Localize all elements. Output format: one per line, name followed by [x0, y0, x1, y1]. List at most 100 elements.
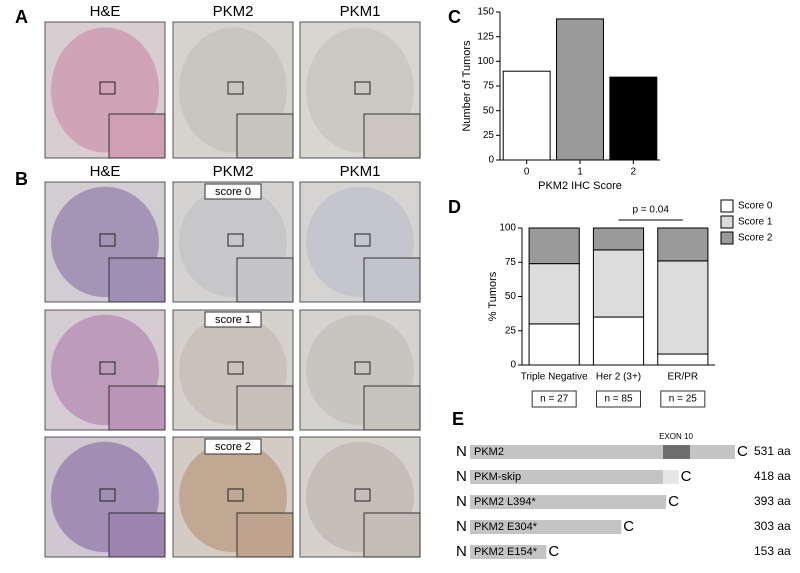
protein-length: 393 aa	[754, 494, 791, 508]
score-label: score 1	[215, 314, 251, 326]
x-tick-label: 2	[631, 167, 637, 178]
bar-segment	[592, 316, 645, 366]
y-tick-label: 100	[499, 223, 516, 234]
inset	[363, 385, 421, 431]
x-axis-label: PKM2 IHC Score	[538, 180, 622, 192]
c-terminus: C	[548, 543, 559, 560]
y-axis-label: Number of Tumors	[461, 40, 473, 132]
zoom-box	[99, 488, 116, 502]
n-box	[596, 390, 641, 408]
inset	[236, 257, 294, 303]
panel-label: C	[448, 7, 461, 27]
score-label: score 0	[215, 186, 251, 198]
column-header: PKM1	[340, 3, 381, 20]
protein-name: PKM2	[474, 446, 504, 458]
protein-bar	[470, 545, 547, 559]
c-terminus: C	[681, 468, 692, 485]
protein-length: 153 aa	[754, 544, 791, 558]
score-box	[204, 311, 262, 328]
significance-label: p = 0.04	[632, 205, 669, 216]
score-box	[204, 183, 262, 200]
y-tick-label: 100	[477, 56, 494, 67]
sample-size: n = 27	[540, 394, 569, 405]
inset	[108, 257, 166, 303]
x-tick-label: 0	[524, 167, 530, 178]
y-tick-label: 75	[483, 81, 495, 92]
legend-label: Score 0	[738, 201, 773, 212]
zoom-box	[354, 488, 371, 502]
n-terminus: N	[456, 443, 467, 460]
score-box	[204, 438, 262, 455]
zoom-box	[227, 81, 244, 95]
zoom-box	[227, 488, 244, 502]
y-tick-label: 0	[488, 155, 494, 166]
bar-segment	[528, 323, 580, 366]
inset	[108, 385, 166, 431]
y-tick-label: 150	[477, 7, 494, 18]
bar-segment	[657, 260, 709, 355]
bar	[556, 18, 604, 161]
y-tick-label: 25	[505, 325, 517, 336]
zoom-box	[354, 361, 371, 375]
zoom-box	[99, 233, 116, 247]
sample-size: n = 25	[669, 394, 698, 405]
protein-bar	[470, 470, 679, 484]
bar-segment	[657, 353, 709, 366]
protein-length: 531 aa	[754, 444, 791, 458]
protein-length: 303 aa	[754, 519, 791, 533]
bar-segment	[528, 263, 580, 325]
protein-bar	[470, 520, 622, 534]
protein-name: PKM2 E304*	[474, 521, 538, 533]
bar	[502, 70, 551, 161]
exon-10	[663, 445, 690, 459]
panel-label: E	[452, 409, 464, 429]
column-header: PKM2	[213, 163, 254, 180]
column-header: H&E	[90, 163, 121, 180]
bar-segment	[528, 227, 580, 265]
y-axis-label: % Tumors	[487, 271, 499, 321]
x-tick-label: Her 2 (3+)	[596, 372, 641, 383]
x-tick-label: 1	[577, 167, 583, 178]
n-terminus: N	[456, 493, 467, 510]
y-tick-label: 0	[510, 360, 516, 371]
bar	[609, 76, 658, 161]
protein-bar	[470, 495, 667, 509]
y-tick-label: 25	[483, 130, 495, 141]
legend-label: Score 1	[738, 217, 773, 228]
zoom-box	[99, 81, 116, 95]
n-terminus: N	[456, 468, 467, 485]
n-terminus: N	[456, 518, 467, 535]
column-header: H&E	[90, 3, 121, 20]
n-box	[531, 390, 577, 408]
legend-swatch	[720, 199, 734, 213]
y-tick-label: 50	[505, 291, 517, 302]
inset	[108, 113, 166, 159]
bar-segment	[592, 249, 645, 318]
legend-swatch	[720, 231, 734, 245]
zoom-box	[227, 361, 244, 375]
panel-label: A	[15, 7, 28, 27]
protein-bar	[470, 445, 735, 459]
panel-label: D	[448, 197, 461, 217]
x-tick-label: Triple Negative	[521, 372, 588, 383]
panel-label: B	[15, 169, 28, 189]
legend-label: Score 2	[738, 233, 773, 244]
protein-length: 418 aa	[754, 469, 791, 483]
inset	[236, 113, 294, 159]
y-tick-label: 50	[483, 105, 495, 116]
legend-swatch	[720, 215, 734, 229]
inset	[236, 512, 294, 558]
c-terminus: C	[623, 518, 634, 535]
zoom-box	[354, 81, 371, 95]
y-tick-label: 125	[477, 31, 494, 42]
c-terminus: C	[737, 443, 748, 460]
c-terminus: C	[668, 493, 679, 510]
zoom-box	[99, 361, 116, 375]
y-tick-label: 75	[505, 257, 517, 268]
protein-name: PKM-skip	[474, 471, 521, 483]
bar-segment	[657, 227, 709, 262]
exon-9	[663, 470, 679, 484]
n-box	[660, 390, 706, 408]
protein-name: PKM2 E154*	[474, 546, 538, 558]
